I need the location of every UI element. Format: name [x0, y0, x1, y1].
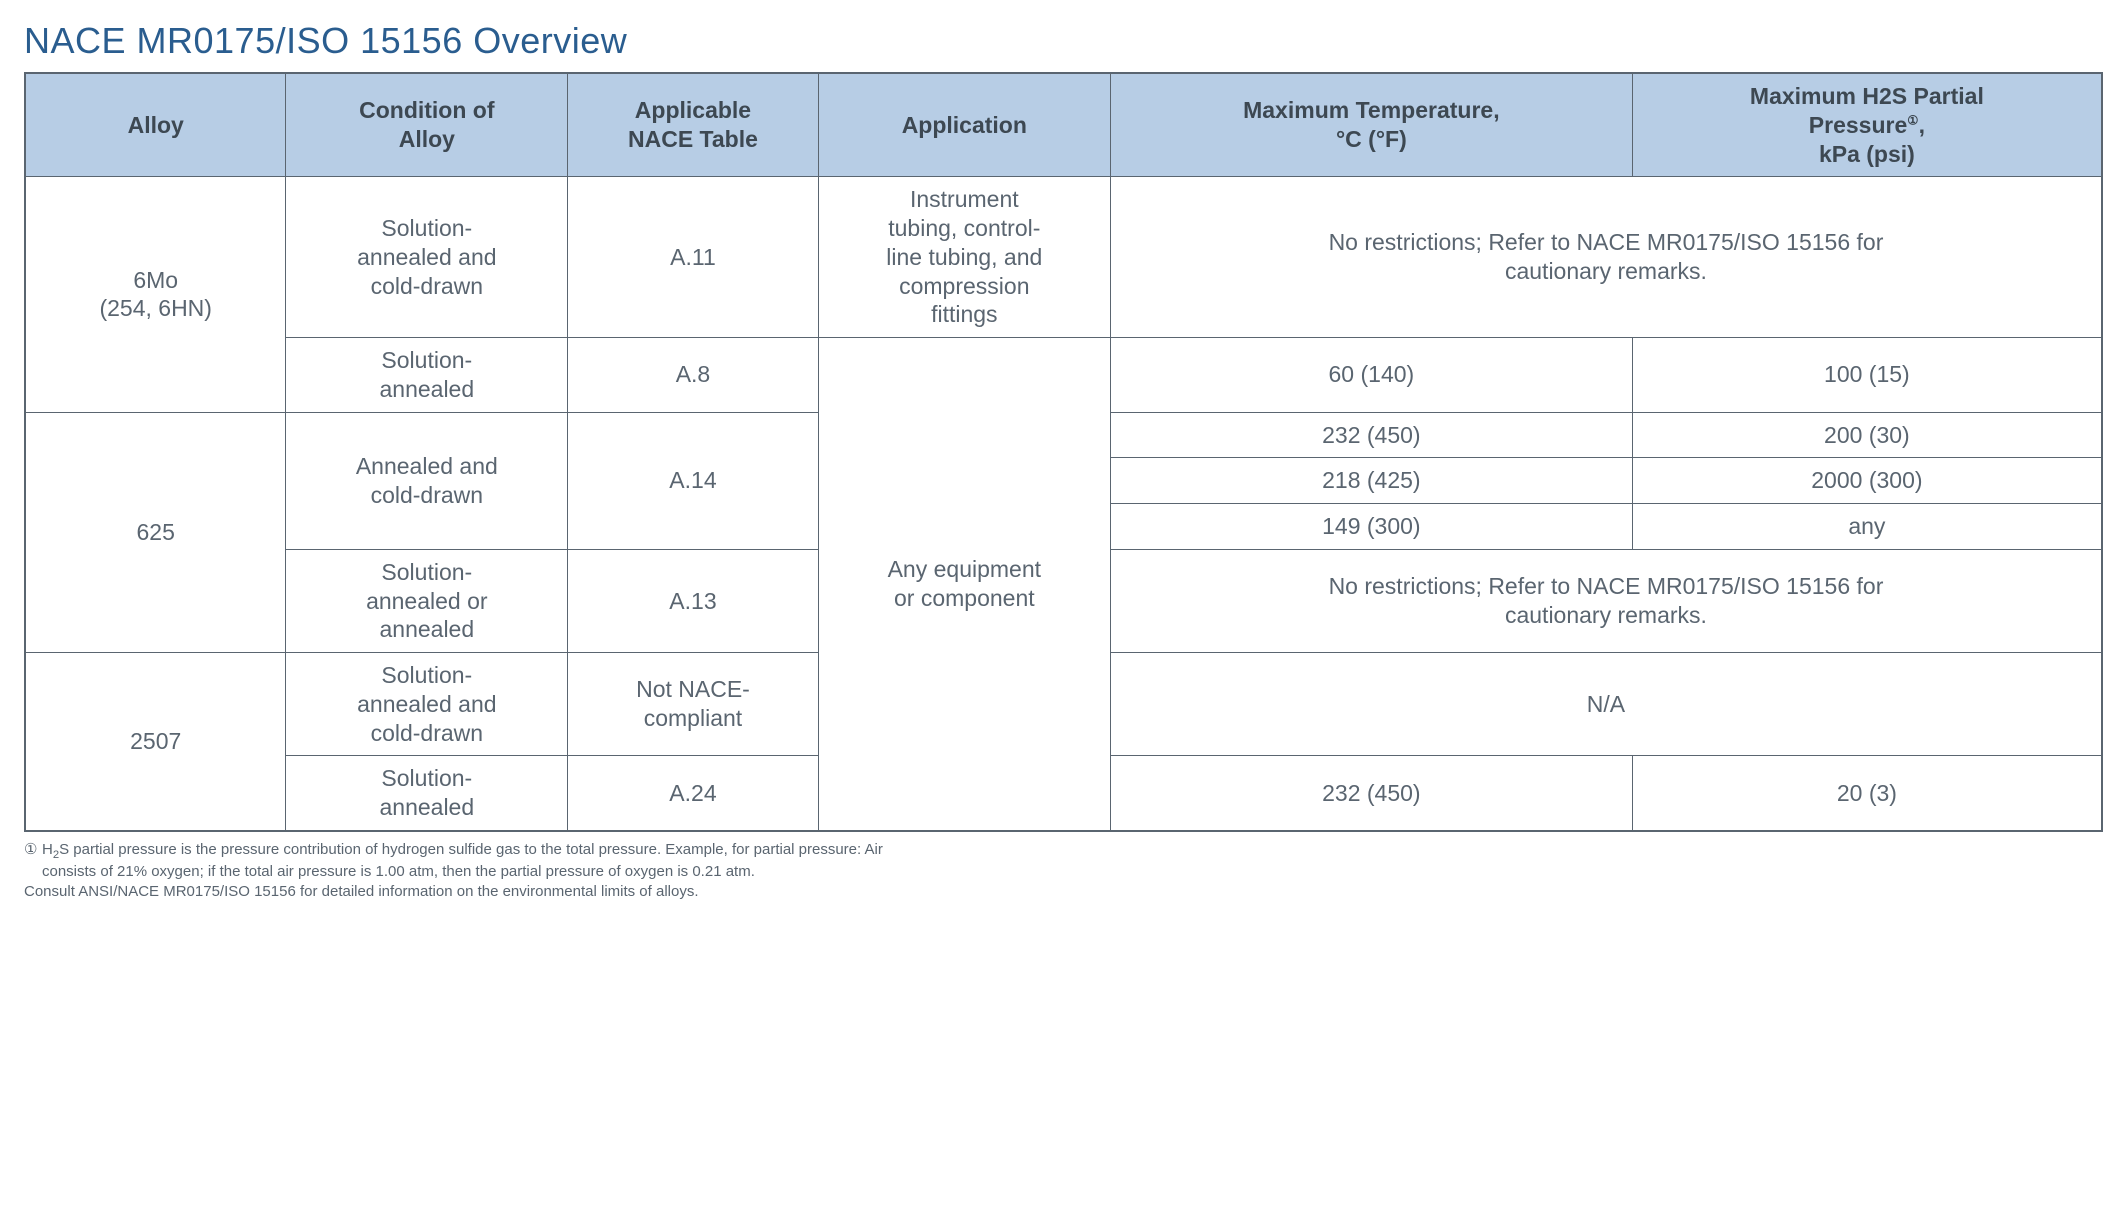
cell-max-h2s: 20 (3) [1632, 756, 2102, 831]
footnote-2: Consult ANSI/NACE MR0175/ISO 15156 for d… [24, 882, 2103, 902]
cell-nace-table: A.8 [568, 338, 818, 413]
table-row: 6Mo(254, 6HN) Solution-annealed andcold-… [25, 177, 2102, 338]
cell-max-h2s: 200 (30) [1632, 412, 2102, 458]
col-header-condition: Condition ofAlloy [286, 73, 568, 177]
cell-max-temp: 149 (300) [1110, 504, 1632, 550]
col-header-max-temp: Maximum Temperature,°C (°F) [1110, 73, 1632, 177]
nace-overview-table: Alloy Condition ofAlloy ApplicableNACE T… [24, 72, 2103, 832]
cell-no-restrictions: No restrictions; Refer to NACE MR0175/IS… [1110, 549, 2102, 652]
cell-max-h2s: any [1632, 504, 2102, 550]
cell-condition: Solution-annealed andcold-drawn [286, 653, 568, 756]
cell-no-restrictions: No restrictions; Refer to NACE MR0175/IS… [1110, 177, 2102, 338]
cell-max-temp: 232 (450) [1110, 756, 1632, 831]
cell-max-h2s: 100 (15) [1632, 338, 2102, 413]
cell-condition: Solution-annealed [286, 338, 568, 413]
h2s-header-line1: Maximum H2S Partial [1750, 83, 1984, 109]
cell-nace-table: A.13 [568, 549, 818, 652]
cell-max-temp: 218 (425) [1110, 458, 1632, 504]
footnote-text: S partial pressure is the pressure contr… [59, 841, 883, 858]
cell-alloy-625: 625 [25, 412, 286, 653]
cell-max-temp: 232 (450) [1110, 412, 1632, 458]
cell-application-any: Any equipmentor component [818, 338, 1110, 831]
cell-condition: Annealed andcold-drawn [286, 412, 568, 549]
cell-alloy-6mo: 6Mo(254, 6HN) [25, 177, 286, 412]
table-row: Solution-annealed A.8 Any equipmentor co… [25, 338, 2102, 413]
footnote-text: H [42, 841, 53, 858]
footnotes: ① H2S partial pressure is the pressure c… [24, 840, 2103, 902]
col-header-application: Application [818, 73, 1110, 177]
cell-na: N/A [1110, 653, 2102, 756]
col-header-max-h2s: Maximum H2S Partial Pressure①, kPa (psi) [1632, 73, 2102, 177]
cell-application: Instrumenttubing, control-line tubing, a… [818, 177, 1110, 338]
cell-nace-table: A.24 [568, 756, 818, 831]
cell-alloy-2507: 2507 [25, 653, 286, 831]
cell-condition: Solution-annealed andcold-drawn [286, 177, 568, 338]
cell-nace-table: A.14 [568, 412, 818, 549]
cell-max-h2s: 2000 (300) [1632, 458, 2102, 504]
col-header-alloy: Alloy [25, 73, 286, 177]
h2s-header-sup: ① [1907, 113, 1918, 127]
footnote-text: consists of 21% oxygen; if the total air… [42, 863, 755, 880]
cell-max-temp: 60 (140) [1110, 338, 1632, 413]
h2s-header-line2: Pressure [1809, 112, 1907, 138]
col-header-nace-table: ApplicableNACE Table [568, 73, 818, 177]
h2s-header-line3: kPa (psi) [1819, 141, 1915, 167]
footnote-1: H2S partial pressure is the pressure con… [42, 840, 2103, 882]
cell-nace-table: Not NACE-compliant [568, 653, 818, 756]
page-title: NACE MR0175/ISO 15156 Overview [24, 20, 2103, 62]
cell-condition: Solution-annealed orannealed [286, 549, 568, 652]
footnote-mark: ① [24, 840, 42, 882]
table-header-row: Alloy Condition ofAlloy ApplicableNACE T… [25, 73, 2102, 177]
cell-condition: Solution-annealed [286, 756, 568, 831]
cell-nace-table: A.11 [568, 177, 818, 338]
